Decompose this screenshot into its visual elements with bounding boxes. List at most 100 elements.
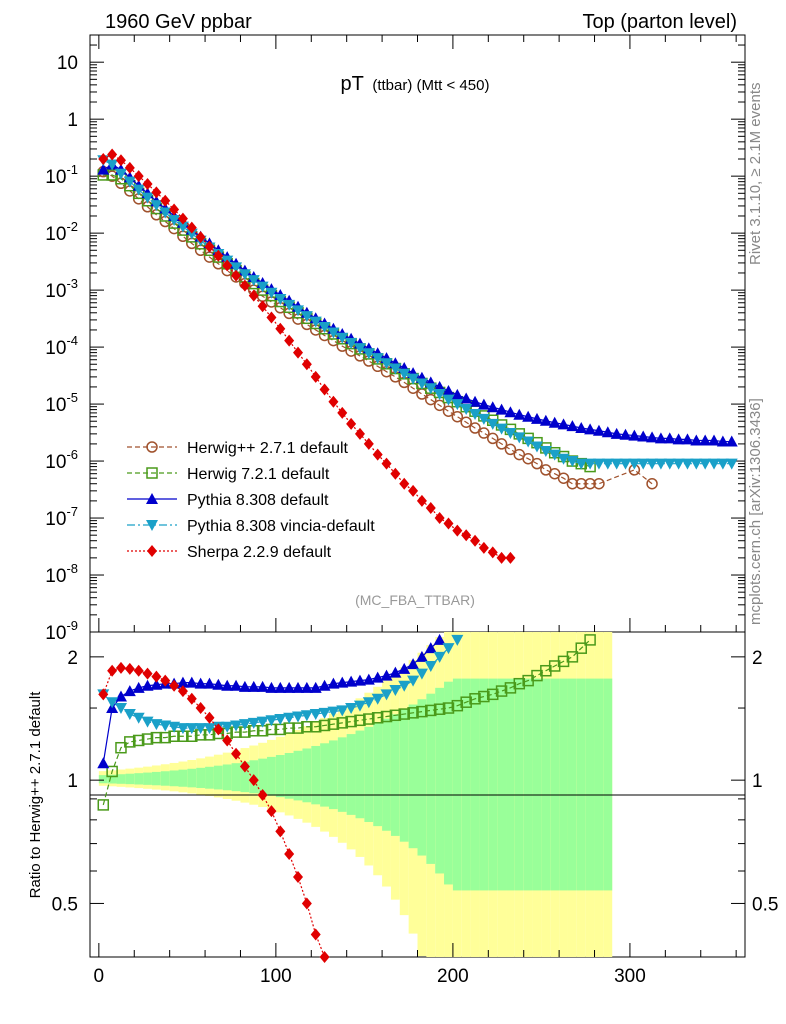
top-series-point <box>142 177 153 190</box>
top-series-point <box>478 541 489 554</box>
top-series-point <box>486 432 499 445</box>
top-series-point <box>284 334 295 347</box>
ratio-band-inner <box>311 745 321 805</box>
ratio-series-point <box>239 760 250 773</box>
ratio-band-inner <box>585 678 595 891</box>
top-series-point <box>346 417 357 430</box>
ratio-series-point <box>176 676 189 688</box>
ratio-band-inner <box>452 678 462 891</box>
ratio-series-point <box>292 711 305 723</box>
top-series-point <box>372 448 383 461</box>
top-series-point <box>407 373 420 385</box>
top-series-point <box>424 383 437 395</box>
ratio-series-point <box>380 710 393 723</box>
watermark-label: (MC_FBA_TTBAR) <box>355 592 475 608</box>
top-series-point <box>505 551 516 564</box>
top-series-point <box>345 337 358 349</box>
legend-label: Pythia 8.308 vincia-default <box>187 518 375 535</box>
top-series-point <box>362 348 375 360</box>
ratio-band-inner <box>125 773 135 785</box>
ratio-band-inner <box>302 748 312 803</box>
ratio-series-point <box>275 825 286 838</box>
top-series-point <box>275 322 286 335</box>
top-series-point <box>151 186 162 199</box>
top-series-point <box>115 154 126 167</box>
legend-label: Herwig++ 2.7.1 default <box>187 440 349 457</box>
ratio-series-point <box>115 741 127 754</box>
ratio-series-point <box>318 707 331 719</box>
top-series-point <box>433 399 446 412</box>
top-series-point <box>337 406 348 419</box>
top-y-tick-label: 10-6 <box>45 447 78 473</box>
top-series-point <box>266 311 277 324</box>
ratio-series-point <box>371 712 384 724</box>
top-panel: 10110-110-210-310-410-510-610-710-810-9 … <box>45 34 746 644</box>
ratio-series-point <box>415 668 428 680</box>
top-series-point <box>654 458 667 470</box>
top-series-point <box>460 416 472 428</box>
ratio-series-point <box>177 685 188 698</box>
top-series-point <box>557 453 570 465</box>
x-tick-label: 100 <box>260 966 292 987</box>
top-series-point <box>239 279 250 292</box>
top-series-point <box>646 477 658 490</box>
top-series-point <box>725 458 738 470</box>
top-y-tick-label: 10-8 <box>45 561 78 587</box>
ratio-series-group <box>97 633 596 963</box>
top-series-point <box>168 214 181 226</box>
ratio-band-inner <box>559 678 568 891</box>
top-series-point <box>310 370 321 383</box>
ratio-series-point <box>371 671 384 683</box>
ratio-series-point <box>115 661 126 674</box>
top-series-point <box>548 416 561 428</box>
top-series-point <box>548 467 561 480</box>
top-series-line <box>102 163 732 443</box>
top-series-point <box>301 358 312 371</box>
ratio-series-point <box>486 688 499 701</box>
top-series-point <box>584 477 596 490</box>
top-series-point <box>247 275 260 287</box>
top-series-point <box>318 322 331 334</box>
ratio-band-inner <box>160 771 170 786</box>
ratio-series-point <box>362 697 375 709</box>
ratio-y-tick-label: 0.5 <box>52 894 78 915</box>
top-series-point <box>177 212 188 225</box>
ratio-series-point <box>176 723 189 735</box>
ratio-band-inner <box>328 740 338 810</box>
ratio-series-point <box>274 681 287 693</box>
ratio-series-point <box>478 690 490 703</box>
ratio-band-inner <box>567 678 577 891</box>
ratio-series-point <box>256 680 269 692</box>
ratio-series-point <box>309 709 322 721</box>
top-series-point <box>575 458 588 470</box>
header-right: Top (parton level) <box>582 11 737 33</box>
ratio-series-point <box>433 703 446 715</box>
ratio-band-inner <box>373 722 383 827</box>
ratio-series-point <box>114 703 127 715</box>
ratio-band-inner <box>532 678 542 891</box>
top-series-point <box>654 432 667 444</box>
top-series-point <box>566 477 579 490</box>
ratio-band-inner <box>320 743 329 807</box>
ratio-series-point <box>380 669 393 681</box>
ratio-band-inner <box>205 766 214 789</box>
top-series-point <box>443 517 454 530</box>
ratio-band-inner <box>603 678 613 891</box>
ratio-series-point <box>318 679 331 691</box>
ratio-series-point <box>345 675 358 687</box>
ratio-series-point <box>221 721 234 733</box>
ratio-series-point <box>150 719 163 731</box>
ratio-series-point <box>185 723 198 735</box>
ratio-series-point <box>141 679 154 691</box>
ratio-series-point <box>114 690 127 702</box>
top-series-point <box>601 458 614 470</box>
ratio-series-point <box>336 705 349 717</box>
ratio-series-point <box>495 685 508 697</box>
ratio-band-inner <box>346 734 356 815</box>
top-series-point <box>690 434 703 446</box>
ratio-band-inner <box>284 752 294 799</box>
ratio-series-point <box>194 677 207 689</box>
ratio-series-point <box>212 678 225 690</box>
top-series-point <box>451 399 464 411</box>
top-series-point <box>416 494 427 507</box>
